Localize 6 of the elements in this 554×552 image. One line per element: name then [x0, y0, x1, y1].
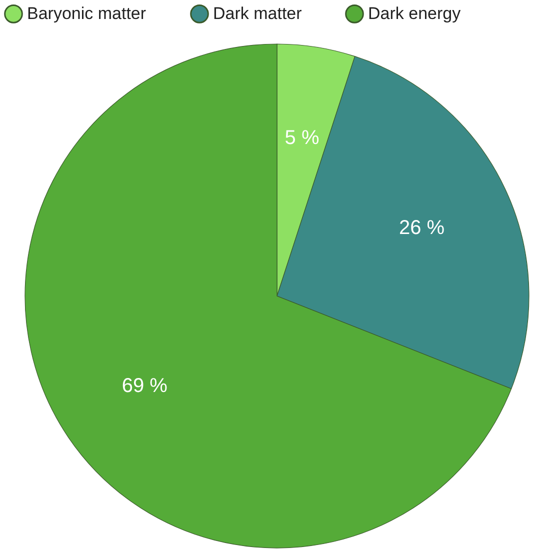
data-label: 5 % — [284, 126, 320, 149]
legend-label: Dark energy — [368, 4, 462, 23]
data-label: 26 % — [398, 216, 445, 239]
legend-label: Baryonic matter — [27, 4, 146, 23]
legend-label: Dark matter — [213, 4, 302, 23]
data-label: 69 % — [122, 374, 168, 397]
